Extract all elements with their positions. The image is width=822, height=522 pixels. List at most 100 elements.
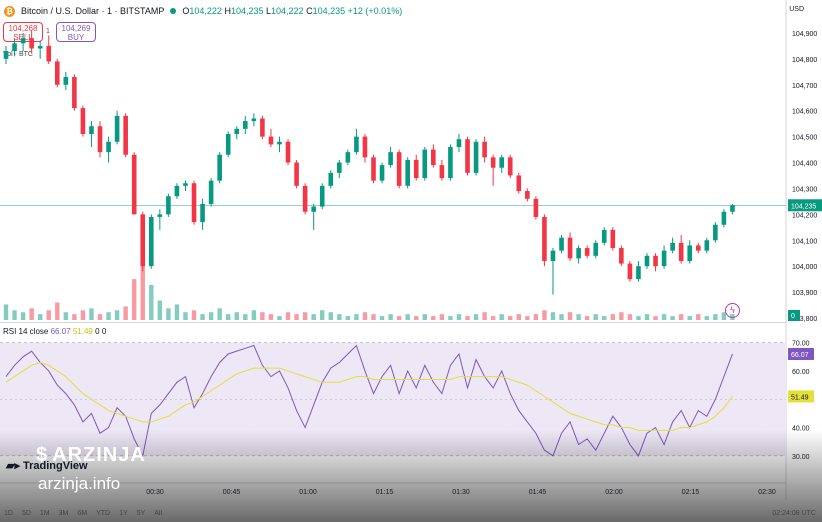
volume-bar <box>114 310 120 320</box>
brand-logo: $ ARZINJA <box>36 444 146 466</box>
volume-bar <box>208 312 214 320</box>
market-open-dot-icon <box>170 8 177 14</box>
volume-bar <box>644 314 650 320</box>
candle-body <box>131 154 137 215</box>
volume-bar <box>636 316 641 320</box>
price-tick-label: 103,800 <box>792 316 817 323</box>
volume-bar <box>174 304 180 320</box>
candle-body <box>456 139 462 147</box>
buy-button[interactable]: 104,269 BUY <box>56 22 96 42</box>
candle-body <box>499 157 504 168</box>
candle-body <box>601 229 607 243</box>
candle-body <box>678 242 684 261</box>
range-button[interactable]: YTD <box>96 510 111 517</box>
range-button[interactable]: All <box>154 510 163 517</box>
candle-body <box>542 216 547 261</box>
flash-icon[interactable]: ϟ <box>725 303 740 318</box>
watermark-overlay <box>0 430 822 522</box>
volume-bar <box>166 308 171 320</box>
tradingview-logo[interactable]: ▰▸ TradingView <box>6 459 88 473</box>
volume-bar <box>379 316 385 320</box>
buy-label: BUY <box>67 33 85 42</box>
volume-bar <box>499 314 504 320</box>
volume-bar <box>37 314 43 320</box>
range-button[interactable]: 5D <box>21 510 31 517</box>
rsi-tick-label: 60.00 <box>792 369 810 376</box>
candle-body <box>661 250 667 267</box>
range-button[interactable]: 1D <box>4 510 13 517</box>
volume-bar <box>46 310 51 320</box>
range-button[interactable]: 5Y <box>136 510 146 517</box>
range-button[interactable]: 1Y <box>119 510 128 517</box>
candle-body <box>482 141 487 158</box>
volume-bar <box>388 314 393 320</box>
volume-bar <box>627 314 633 320</box>
volume-bar <box>431 316 436 320</box>
volume-bar <box>721 312 727 320</box>
currency-label[interactable]: USD <box>789 6 804 13</box>
rsi-tick-label: 40.00 <box>792 426 810 433</box>
volume-bar <box>191 310 197 320</box>
volume-bar <box>3 304 9 320</box>
volume-bar <box>678 314 684 320</box>
pane-divider[interactable] <box>0 322 786 323</box>
candle-body <box>644 255 650 267</box>
candle-body <box>243 121 248 129</box>
candle-body <box>123 115 128 155</box>
candle-body <box>302 185 308 212</box>
volume-bar <box>345 316 351 320</box>
price-tick-label: 104,200 <box>792 212 817 219</box>
symbol-header[interactable]: ₿ Bitcoin / U.S. Dollar · 1 · BITSTAMP O… <box>4 3 402 19</box>
symbol-title[interactable]: Bitcoin / U.S. Dollar · 1 · BITSTAMP <box>21 6 165 16</box>
volume-bar <box>465 316 470 320</box>
rsi-ma-tag-label: 51.49 <box>791 394 809 401</box>
candle-body <box>183 183 188 186</box>
price-chart[interactable]: 104,900 104,800 104,700 104,600 104,500 104,4… <box>0 0 822 500</box>
candle-body <box>251 118 257 122</box>
sell-price: 104,268 <box>8 24 38 33</box>
volume-bar <box>584 316 590 320</box>
volume-bar <box>354 314 359 320</box>
candle-body <box>371 157 376 181</box>
candle-body <box>166 196 171 215</box>
range-button[interactable]: 1M <box>39 510 50 517</box>
volume-bar <box>661 314 667 320</box>
volume-bar <box>12 310 17 320</box>
candle-body <box>473 141 479 173</box>
rsi-legend[interactable]: RSI 14 close 66.07 51.49 0 0 <box>3 327 106 336</box>
price-tick-label: 104,100 <box>792 238 817 245</box>
utc-clock[interactable]: 02:24:08 UTC <box>772 510 816 517</box>
candle-body <box>319 185 325 207</box>
buy-price: 104,269 <box>61 24 91 33</box>
price-tick-label: 104,300 <box>792 186 817 193</box>
volume-label[interactable]: Vol · BTC <box>3 51 33 58</box>
candle-body <box>516 175 522 192</box>
volume-bar <box>448 316 453 320</box>
volume-bar <box>593 314 598 320</box>
volume-bar <box>337 314 342 320</box>
rsi-value-tag-label: 66.07 <box>791 352 809 359</box>
candle-body <box>3 51 9 59</box>
rsi-extra-1: 0 <box>95 327 100 336</box>
range-button[interactable]: 3M <box>58 510 69 517</box>
volume-bar <box>713 314 718 320</box>
price-tick-label: 104,400 <box>792 161 817 168</box>
volume-bar <box>371 314 376 320</box>
candle-body <box>593 242 599 256</box>
volume-bar <box>268 314 274 320</box>
candle-body <box>730 205 735 212</box>
candle-body <box>63 77 69 85</box>
candle-body <box>670 242 675 251</box>
price-tick-label: 104,800 <box>792 57 817 64</box>
candle-body <box>328 172 334 186</box>
candle-body <box>533 198 539 217</box>
candle-body <box>627 263 633 280</box>
price-tick-label: 104,700 <box>792 83 817 90</box>
candle-body <box>174 185 180 197</box>
candle-body <box>12 43 17 52</box>
volume-bar <box>653 316 658 320</box>
candle-body <box>200 203 205 223</box>
candle-body <box>431 149 436 166</box>
candle-body <box>148 216 154 267</box>
range-button[interactable]: 6M <box>77 510 88 517</box>
